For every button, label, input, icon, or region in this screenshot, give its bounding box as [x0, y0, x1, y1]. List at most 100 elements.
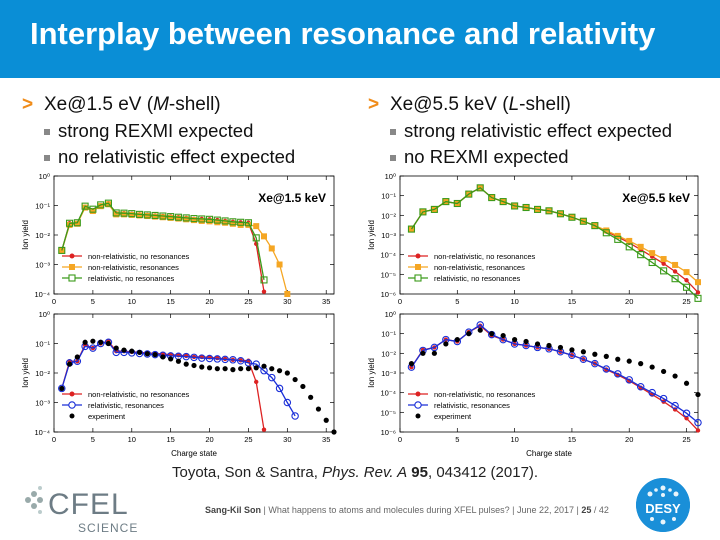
footer: Sang-Kil Son | What happens to atoms and…: [205, 505, 609, 515]
left-bullet-1: strong REXMI expected: [22, 118, 295, 144]
x-tick-label: 30: [283, 435, 291, 444]
data-point: [300, 383, 306, 390]
legend-marker: [415, 253, 421, 259]
legend-label: non-relativistic, no resonances: [88, 252, 190, 261]
y-tick-label: 10⁻¹: [35, 202, 50, 211]
data-point: [252, 234, 260, 242]
data-point: [136, 210, 144, 218]
data-point: [626, 237, 633, 244]
data-point: [556, 210, 565, 218]
x-tick-label: 5: [91, 297, 95, 306]
data-point: [453, 199, 461, 208]
data-point: [419, 208, 427, 216]
data-point: [636, 382, 645, 391]
y-tick-label: 10⁰: [385, 310, 396, 319]
right-bullet-2: no REXMI expected: [368, 144, 672, 170]
x-tick-label: 15: [568, 297, 576, 306]
y-tick-label: 10⁻³: [381, 231, 396, 240]
data-point: [603, 353, 609, 359]
data-point: [592, 351, 598, 357]
data-point: [545, 207, 553, 215]
y-tick-label: 10⁻¹: [381, 192, 396, 201]
y-tick-label: 10⁻²: [35, 369, 50, 378]
data-point: [230, 367, 236, 373]
data-point: [661, 261, 666, 266]
data-point: [626, 358, 632, 364]
y-tick-label: 10⁻³: [381, 369, 396, 378]
data-point: [511, 202, 519, 210]
data-point: [523, 338, 529, 345]
data-point: [120, 209, 128, 217]
data-point: [144, 213, 151, 220]
x-tick-label: 5: [91, 435, 95, 444]
y-tick-label: 10⁻²: [381, 349, 396, 358]
data-point: [74, 354, 80, 360]
data-point: [291, 412, 299, 420]
legend-label: non-relativistic, resonances: [88, 263, 179, 272]
data-point: [191, 217, 197, 224]
data-point: [261, 289, 267, 294]
x-tick-label: 25: [682, 435, 690, 444]
y-tick-label: 10⁻³: [35, 399, 50, 408]
data-point: [254, 379, 259, 385]
data-point: [261, 427, 267, 432]
data-point: [238, 366, 244, 372]
data-point: [253, 223, 260, 230]
svg-text:DESY: DESY: [645, 501, 681, 516]
legend-marker: [69, 264, 75, 270]
data-point: [112, 209, 120, 217]
data-point: [615, 356, 621, 362]
x-tick-label: 25: [682, 297, 690, 306]
data-point: [694, 418, 702, 427]
data-point: [268, 373, 276, 382]
data-point: [167, 214, 174, 221]
data-point: [454, 336, 460, 343]
data-point: [59, 385, 65, 392]
legend-label: relativistic, no resonances: [88, 274, 175, 283]
x-tick-label: 20: [625, 297, 633, 306]
data-point: [323, 417, 329, 423]
x-tick-label: 30: [283, 297, 291, 306]
data-point: [268, 245, 275, 252]
data-point: [649, 250, 656, 257]
x-tick-label: 20: [205, 435, 213, 444]
desy-logo: DESY: [636, 478, 690, 532]
x-tick-label: 0: [398, 297, 402, 306]
data-point: [284, 291, 291, 297]
cfel-dots-icon: [25, 486, 43, 514]
data-point: [489, 331, 495, 337]
data-point: [580, 349, 586, 355]
data-point: [466, 331, 472, 337]
data-point: [229, 218, 237, 226]
data-point: [477, 327, 483, 333]
data-point: [151, 211, 159, 219]
data-point: [602, 229, 610, 237]
data-point: [97, 203, 104, 210]
bullet-arrow-icon: >: [22, 94, 34, 115]
legend-marker: [69, 391, 75, 397]
data-point: [420, 350, 426, 356]
x-tick-label: 15: [568, 435, 576, 444]
data-point: [66, 219, 74, 227]
data-point: [260, 276, 268, 284]
data-point: [136, 349, 143, 355]
data-point: [269, 366, 275, 372]
data-point: [199, 364, 205, 370]
data-point: [614, 235, 622, 243]
data-point: [97, 201, 105, 209]
legend-label: relativistic, no resonances: [434, 274, 521, 283]
chart-xe-1-5-top: 0 5 10 15 20 25 30 35 10⁰ 10⁻¹ 10⁻² 10⁻³ 10⁻⁴ Ion yie…: [21, 172, 335, 306]
cfel-wordmark: CFEL: [48, 488, 129, 521]
data-point: [431, 350, 437, 356]
data-point: [602, 365, 611, 373]
data-point: [253, 365, 259, 371]
data-point: [98, 339, 104, 345]
x-tick-label: 20: [205, 297, 213, 306]
data-point: [579, 217, 587, 225]
y-tick-label: 10⁰: [39, 172, 50, 181]
data-point: [315, 406, 322, 412]
data-point: [105, 340, 112, 347]
data-point: [591, 222, 599, 230]
data-point: [292, 376, 298, 383]
data-point: [568, 213, 576, 221]
